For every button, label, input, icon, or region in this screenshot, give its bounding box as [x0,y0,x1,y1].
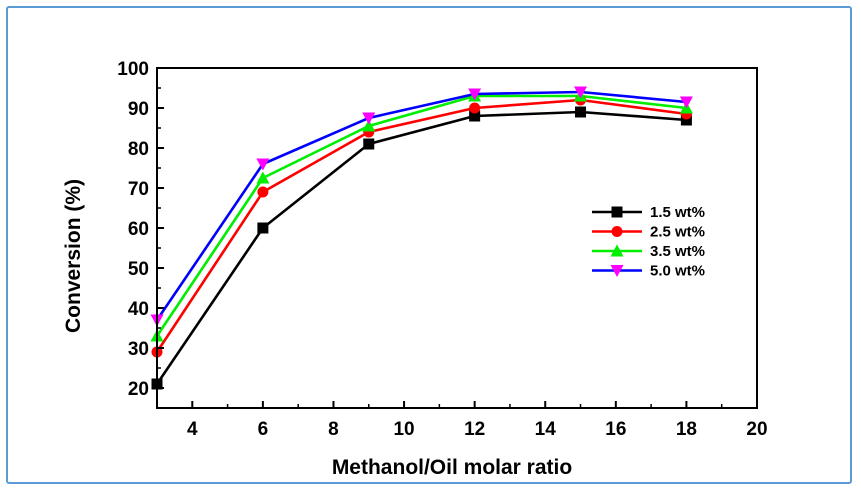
x-tick-label: 4 [187,419,198,440]
y-tick-label: 100 [117,59,149,80]
y-tick-label: 80 [128,139,149,160]
chart-frame [6,6,852,484]
series-line-1 [155,110,687,385]
y-tick-label: 20 [128,379,149,400]
plot-area-border [156,67,758,409]
data-point [362,119,376,132]
series-line-4 [155,90,687,321]
series-line-3 [155,94,687,337]
data-point [363,138,375,150]
legend-label: 3.5 wt% [650,243,705,260]
data-point [257,222,269,234]
legend-marker [610,265,624,277]
x-tick-label: 12 [464,419,485,440]
y-tick-label: 50 [128,259,149,280]
x-tick-label: 6 [258,419,269,440]
legend: 1.5 wt% 2.5 wt% 3.5 wt% 5.0 wt% [592,204,705,280]
data-point [680,114,692,126]
y-tick-label: 90 [128,99,149,120]
y-tick-label: 40 [128,299,149,320]
data-point [574,86,588,99]
x-tick-label: 14 [535,419,557,440]
data-point [362,112,376,125]
data-point [256,158,270,171]
axes [156,67,758,409]
data-point [257,186,269,198]
data-point [256,171,270,184]
y-axis-title: Conversion (%) [62,179,85,333]
tick-labels: 4 6 8 10 12 14 16 18 20 20 30 40 50 60 70 80 90 100 [117,59,767,440]
legend-marker [611,206,623,218]
y-tick-label: 60 [128,219,149,240]
legend-label: 1.5 wt% [650,204,705,221]
data-point [469,102,481,114]
x-tick-label: 10 [393,419,414,440]
x-tick-label: 8 [328,419,339,440]
series-lines [155,90,687,385]
legend-marker [611,226,623,237]
x-tick-label: 18 [676,419,697,440]
series-line-2 [155,98,687,353]
data-point [468,88,482,101]
data-point [679,96,693,109]
data-point [469,110,481,122]
legend-label: 2.5 wt% [650,224,705,241]
legend-label: 5.0 wt% [650,263,705,280]
y-tick-label: 70 [128,179,149,200]
x-tick-label: 16 [605,419,626,440]
legend-marker [610,244,624,257]
x-axis-title: Methanol/Oil molar ratio [332,456,572,479]
x-tick-label: 20 [746,419,767,440]
y-tick-label: 30 [128,339,149,360]
data-point [575,106,587,118]
